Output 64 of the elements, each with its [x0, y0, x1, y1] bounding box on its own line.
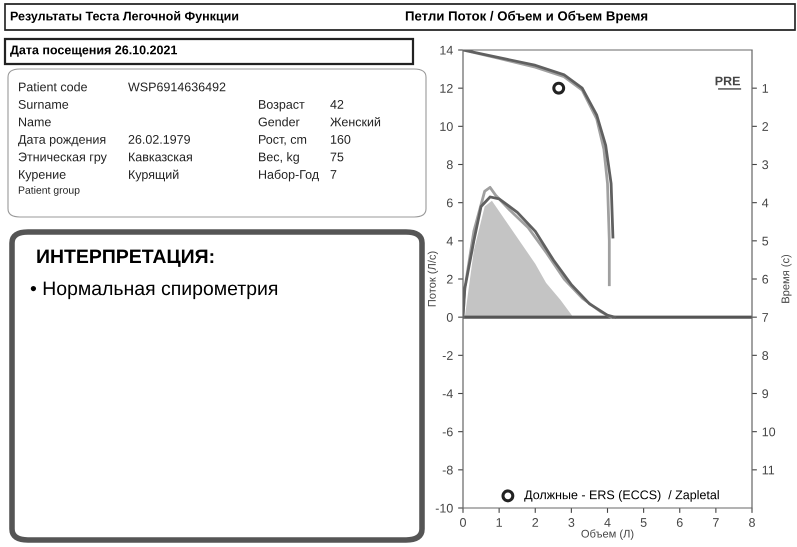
y2-tick-label: 9: [762, 389, 768, 398]
y2-tick-label: 4: [762, 198, 768, 208]
legend-label: Должные - ERS (ECCS) / Zapletal: [524, 490, 719, 502]
y-tick-label: 0: [446, 312, 453, 322]
y-tick-label: 8: [446, 160, 453, 170]
text: 160: [330, 135, 350, 144]
text: Кавказская: [129, 152, 192, 162]
y2-tick-label: 3: [762, 160, 768, 170]
y2-axis-title: Время (с): [781, 254, 792, 303]
text: Patient code: [19, 82, 87, 92]
x-tick-label: 0: [460, 518, 466, 527]
x-tick-label: 2: [532, 518, 538, 527]
text: Возраст: [259, 100, 305, 112]
text: 7: [330, 170, 336, 179]
x-axis-title: Объем (Л): [581, 529, 634, 540]
text: Результаты Теста Легочной Функции: [10, 11, 238, 23]
y-tick-label: -4: [442, 389, 453, 398]
text: Рост, cm: [259, 135, 306, 146]
y-tick-label: -2: [442, 351, 453, 360]
text: 26.02.1979: [128, 135, 190, 144]
y-tick-label: 10: [440, 122, 453, 131]
y2-tick-label: 8: [762, 351, 768, 360]
y2-tick-label: 10: [762, 427, 776, 436]
x-tick-label: 7: [713, 518, 719, 527]
annotation: PRE: [716, 76, 740, 86]
text: Surname: [18, 100, 68, 109]
y2-tick-label: 1: [762, 84, 768, 93]
y-tick-label: 4: [446, 236, 453, 246]
y2-tick-label: 7: [762, 313, 768, 322]
y-tick-label: -6: [442, 427, 453, 436]
y-tick-label: 6: [446, 198, 453, 208]
y2-tick-label: 2: [762, 122, 768, 131]
x-tick-label: 5: [640, 518, 647, 527]
text: Вес, kg: [259, 152, 299, 164]
text: 75: [330, 152, 344, 162]
y-tick-label: 2: [446, 274, 453, 284]
text: • Нормальная спирометрия: [30, 282, 278, 300]
text: Дата рождения: [18, 135, 106, 146]
y2-tick-label: 6: [762, 274, 768, 284]
text: Женский: [330, 116, 380, 126]
text: Patient group: [18, 186, 80, 196]
y-axis-title: Поток (Л/с): [428, 252, 438, 306]
chart-title: Петли Поток / Объем и Объем Время: [406, 10, 648, 24]
text: ИНТЕРПРЕТАЦИЯ:: [37, 250, 214, 267]
text: Дата посещения 26.10.2021: [10, 46, 178, 57]
y2-tick-label: 5: [762, 236, 768, 246]
x-tick-label: 6: [676, 518, 683, 527]
text: Курение: [19, 170, 66, 182]
x-tick-label: 8: [749, 518, 755, 527]
y-tick-label: 14: [440, 46, 453, 55]
text: WSP6914636492: [128, 82, 226, 92]
y2-tick-label: 11: [762, 466, 774, 474]
text: Gender: [258, 117, 300, 126]
text: Этническая гру: [18, 152, 107, 164]
x-tick-label: 1: [496, 518, 502, 527]
y-tick-label: -10: [436, 504, 453, 513]
x-tick-label: 4: [604, 518, 611, 527]
text: 42: [330, 100, 344, 109]
text: Курящий: [129, 170, 178, 182]
x-tick-label: 3: [568, 518, 574, 527]
text: Name: [19, 118, 51, 126]
y-tick-label: -8: [442, 466, 453, 474]
text: Набор-Год: [259, 170, 319, 182]
y-tick-label: 12: [440, 84, 453, 93]
